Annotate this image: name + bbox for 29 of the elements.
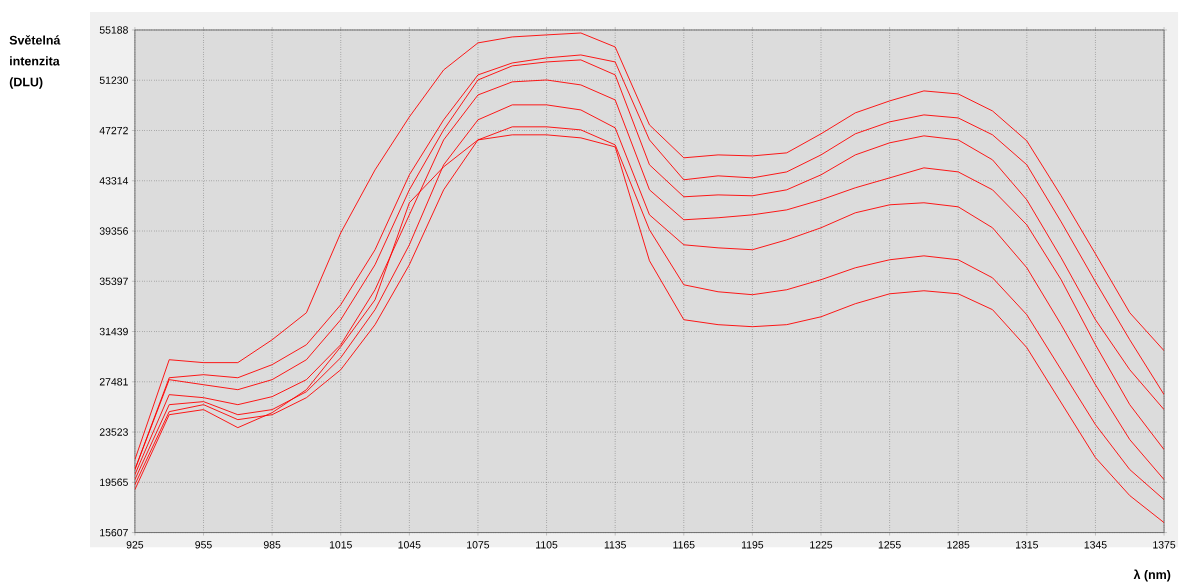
y-axis-title: Světelná intenzita (DLU) [9,35,61,90]
x-tick-label: 1135 [604,541,626,549]
y-tick-label: 39356 [99,227,128,235]
x-tick-label: 1075 [467,541,490,549]
y-tick-label: 35397 [99,277,128,286]
y-tick-label: 15607 [100,529,128,537]
x-axis-title: λ (nm) [1133,569,1171,582]
x-tick-label: 925 [126,541,144,549]
x-tick-label: 1165 [673,541,695,549]
y-tick-label: 47272 [99,127,128,135]
x-tick-label: 1195 [741,541,764,549]
x-tick-label: 1255 [878,541,901,549]
y-tick-label: 19565 [100,478,128,487]
x-tick-label: 1285 [947,541,970,549]
x-tick-label: 985 [263,541,281,549]
x-tick-label: 1045 [398,541,421,549]
y-tick-label: 51230 [99,76,128,85]
x-tick-label: 1345 [1084,541,1107,549]
y-tick-label: 23523 [99,428,128,436]
x-tick-label: 1015 [329,541,352,549]
x-tick-label: 1225 [810,541,833,549]
x-tick-label: 955 [195,541,212,549]
x-tick-label: 1105 [536,541,558,549]
y-tick-label: 27481 [99,378,128,386]
x-tick-label: 1375 [1153,541,1176,549]
y-tick-label: 55188 [99,26,128,34]
y-tick-label: 31439 [99,328,128,336]
y-tick-label: 43314 [99,177,129,185]
x-tick-label: 1315 [1016,541,1039,549]
